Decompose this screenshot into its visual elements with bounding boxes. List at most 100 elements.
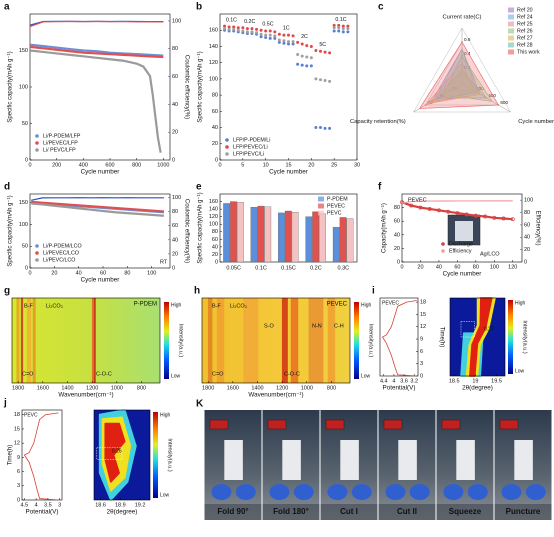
point xyxy=(510,217,515,222)
legend-swatch xyxy=(508,7,514,13)
heatmap-band xyxy=(207,298,213,383)
y-axis-label: Coulombic efficiency(%) xyxy=(183,199,189,263)
x-axis-label: 2θ(degree) xyxy=(462,385,493,392)
annotation: C=O xyxy=(212,371,224,377)
point xyxy=(287,42,290,46)
legend-swatch xyxy=(508,21,514,27)
x-tick-label: 1400 xyxy=(61,385,73,391)
x-tick-label: 600 xyxy=(105,162,114,168)
colorbar-low: Low xyxy=(171,373,181,379)
colorbar-label: Intensity(a.u.) xyxy=(368,324,374,357)
radar-tick-label: 400 xyxy=(488,93,496,98)
point xyxy=(455,211,460,215)
colorbar-low: Low xyxy=(515,368,525,374)
point xyxy=(309,56,313,60)
y-tick-label: 150 xyxy=(19,200,28,206)
y-tick-label: 100 xyxy=(524,198,533,204)
heatmap-background xyxy=(202,298,350,383)
heatmap-band xyxy=(16,298,20,383)
legend-label: Li/PEVC/LCO xyxy=(43,257,75,263)
x-axis-label: Cycle number xyxy=(443,271,482,278)
y-tick-label: 0 xyxy=(25,157,28,163)
panel-label: K xyxy=(196,399,204,410)
panel-label: c xyxy=(378,2,384,13)
legend-label: Ref 25 xyxy=(517,21,533,27)
point xyxy=(227,25,231,29)
panel-label: h xyxy=(194,286,200,297)
x-tick-label: 0.2C xyxy=(310,265,322,271)
x-tick-label: 3 xyxy=(58,502,61,508)
point xyxy=(341,24,345,28)
y-tick-label: 15 xyxy=(14,426,20,432)
y-tick-label: 40 xyxy=(172,237,178,243)
point xyxy=(323,79,327,83)
annotation: B-F xyxy=(24,303,34,309)
x-tick-label: 1000 xyxy=(301,385,313,391)
y-tick-label: 15 xyxy=(420,312,426,318)
point xyxy=(305,44,309,48)
bar xyxy=(257,205,265,263)
annotation: C-O-C xyxy=(96,371,112,377)
film xyxy=(340,440,359,480)
highlight-box xyxy=(96,447,123,460)
bar xyxy=(236,202,244,263)
point xyxy=(296,62,300,66)
annotation: 1C xyxy=(283,26,290,32)
bar xyxy=(319,213,326,263)
y-tick-label: 80 xyxy=(172,209,178,215)
annotation: 0.26 xyxy=(112,449,122,455)
film xyxy=(224,440,243,480)
x-axis-label: Cycle number xyxy=(81,277,120,284)
panel-label: a xyxy=(4,2,10,13)
x-tick-label: 18.5 xyxy=(449,378,460,384)
point xyxy=(277,38,281,42)
y-axis-label: Specific capacity(mAh g⁻¹) xyxy=(8,195,14,266)
point xyxy=(318,126,322,130)
y-tick-label: 0 xyxy=(172,265,175,271)
legend-marker xyxy=(35,244,39,248)
legend-label: Li/P-PDEM/LFP xyxy=(43,133,81,139)
legend-label: Efficiency xyxy=(449,248,472,254)
y-tick-label: 0 xyxy=(420,373,423,379)
point xyxy=(273,36,277,40)
series-line xyxy=(401,201,513,221)
annotation: 0.27 xyxy=(484,327,494,333)
x-tick-label: 20 xyxy=(417,264,423,270)
legend-label: PEVC xyxy=(327,210,342,216)
x-tick-label: 40 xyxy=(436,264,442,270)
point xyxy=(446,209,451,214)
plot-frame xyxy=(449,297,506,377)
point xyxy=(409,203,414,208)
x-tick-label: 4 xyxy=(392,378,395,384)
bar xyxy=(305,216,313,263)
point xyxy=(245,30,249,34)
x-tick-label: 4 xyxy=(35,502,38,508)
legend-marker xyxy=(225,138,229,142)
panel-title: PEVEC xyxy=(327,302,348,308)
annotation: B-F xyxy=(212,303,222,309)
y-tick-label: 40 xyxy=(212,244,218,250)
series-line xyxy=(30,45,164,59)
x-tick-label: 20 xyxy=(308,162,314,168)
point xyxy=(328,126,332,130)
glove xyxy=(351,484,372,500)
point xyxy=(332,26,336,30)
x-tick-label: 1000 xyxy=(111,385,123,391)
heatmap-band xyxy=(20,298,24,383)
x-tick-label: 1000 xyxy=(157,162,169,168)
radar-tick-label: 200 xyxy=(476,86,484,91)
heatmap-band xyxy=(281,298,288,383)
heatmap-band xyxy=(32,298,36,383)
annotation: 0.1C xyxy=(335,17,346,23)
point xyxy=(232,25,236,29)
point xyxy=(341,27,345,31)
legend-label: Li/PEVEC/LCO xyxy=(43,250,79,256)
contour-region xyxy=(104,422,126,483)
legend-swatch xyxy=(508,42,514,48)
bar xyxy=(250,207,258,263)
annotation: C=O xyxy=(22,371,34,377)
point xyxy=(264,36,268,40)
y-tick-label: 120 xyxy=(209,60,218,66)
heatmap-band xyxy=(26,298,32,383)
legend-label: Ref 24 xyxy=(517,14,533,20)
